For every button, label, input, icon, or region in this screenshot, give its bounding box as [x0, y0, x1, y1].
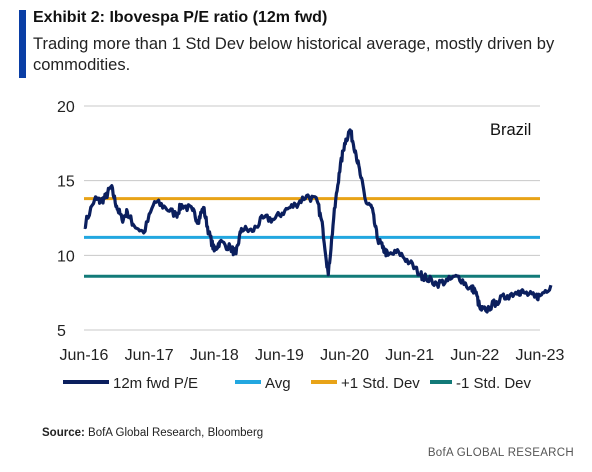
x-tick-label: Jun-20: [320, 347, 369, 364]
legend-avg-label: Avg: [265, 375, 291, 392]
x-tick-label: Jun-21: [385, 347, 434, 364]
x-tick-label: Jun-19: [255, 347, 304, 364]
footer-brand: BofA GLOBAL RESEARCH: [427, 447, 574, 459]
legend-pe-label: 12m fwd P/E: [113, 375, 198, 392]
gridlines: [84, 105, 540, 331]
chart-title: Exhibit 2: Ibovespa P/E ratio (12m fwd): [33, 9, 328, 26]
legend: 12m fwd P/E Avg +1 Std. Dev -1 Std. Dev: [63, 375, 532, 392]
source-text: BofA Global Research, Bloomberg: [88, 427, 264, 439]
pe-line: [83, 128, 553, 314]
y-tick-label: 20: [57, 99, 75, 116]
legend-plus-1sd-label: +1 Std. Dev: [341, 375, 420, 392]
x-tick-label: Jun-18: [190, 347, 239, 364]
source-label: Source:: [42, 427, 85, 439]
y-tick-label: 15: [57, 174, 75, 191]
legend-minus-1sd-label: -1 Std. Dev: [456, 375, 532, 392]
source-note: Source: BofA Global Research, Bloomberg: [42, 427, 263, 439]
x-axis-labels: Jun-16 Jun-17 Jun-18 Jun-19 Jun-20 Jun-21 Jun-…: [60, 347, 565, 364]
x-tick-label: Jun-16: [60, 347, 109, 364]
x-tick-label: Jun-23: [516, 347, 565, 364]
pe-series: [83, 128, 553, 314]
region-annotation: Brazil: [490, 121, 531, 139]
x-tick-label: Jun-17: [125, 347, 174, 364]
x-tick-label: Jun-22: [450, 347, 499, 364]
y-tick-label: 10: [57, 248, 75, 265]
accent-bar: [19, 10, 26, 78]
y-tick-label: 5: [57, 323, 66, 340]
y-axis-labels: 20 15 10 5: [57, 99, 75, 340]
chart-subtitle: Trading more than 1 Std Dev below histor…: [33, 35, 555, 74]
